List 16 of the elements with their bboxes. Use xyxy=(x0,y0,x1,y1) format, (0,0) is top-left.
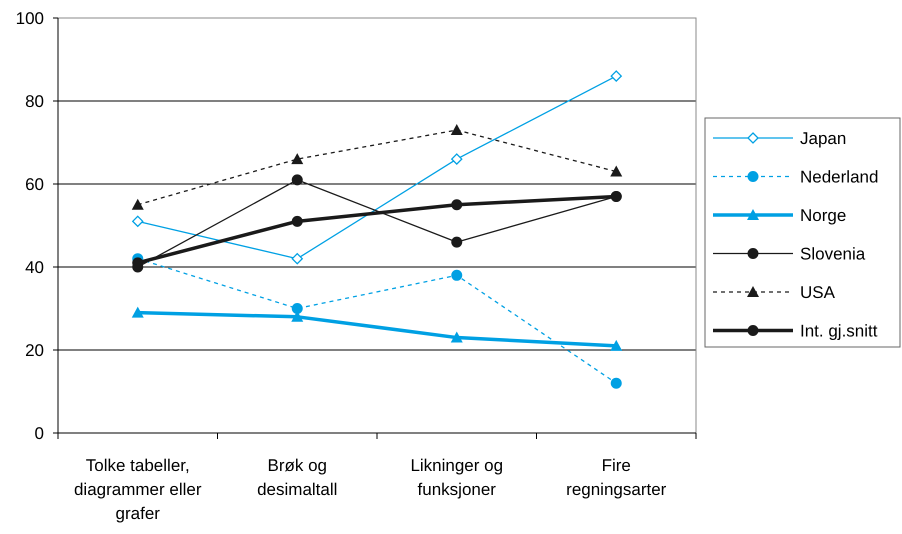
y-tick-label: 100 xyxy=(16,8,44,28)
x-tick-label: Brøk og desimaltall xyxy=(257,456,338,499)
x-tick-label: Likninger og funksjoner xyxy=(410,456,504,499)
legend-label: Japan xyxy=(800,128,846,148)
y-tick-label: 80 xyxy=(25,92,44,111)
y-tick-label: 20 xyxy=(25,340,44,360)
legend-label: Slovenia xyxy=(800,244,866,264)
legend-label: USA xyxy=(800,282,836,302)
y-tick-label: 0 xyxy=(34,424,44,443)
legend-label: Int. gj.snitt xyxy=(800,321,878,340)
y-tick-label: 60 xyxy=(25,174,44,194)
legend-label: Norge xyxy=(800,206,846,225)
x-tick-label: Fire regningsarter xyxy=(566,456,667,499)
x-tick-label: Tolke tabeller, diagrammer eller grafer xyxy=(74,456,202,523)
y-tick-label: 40 xyxy=(25,258,44,277)
legend-label: Nederland xyxy=(800,167,878,186)
